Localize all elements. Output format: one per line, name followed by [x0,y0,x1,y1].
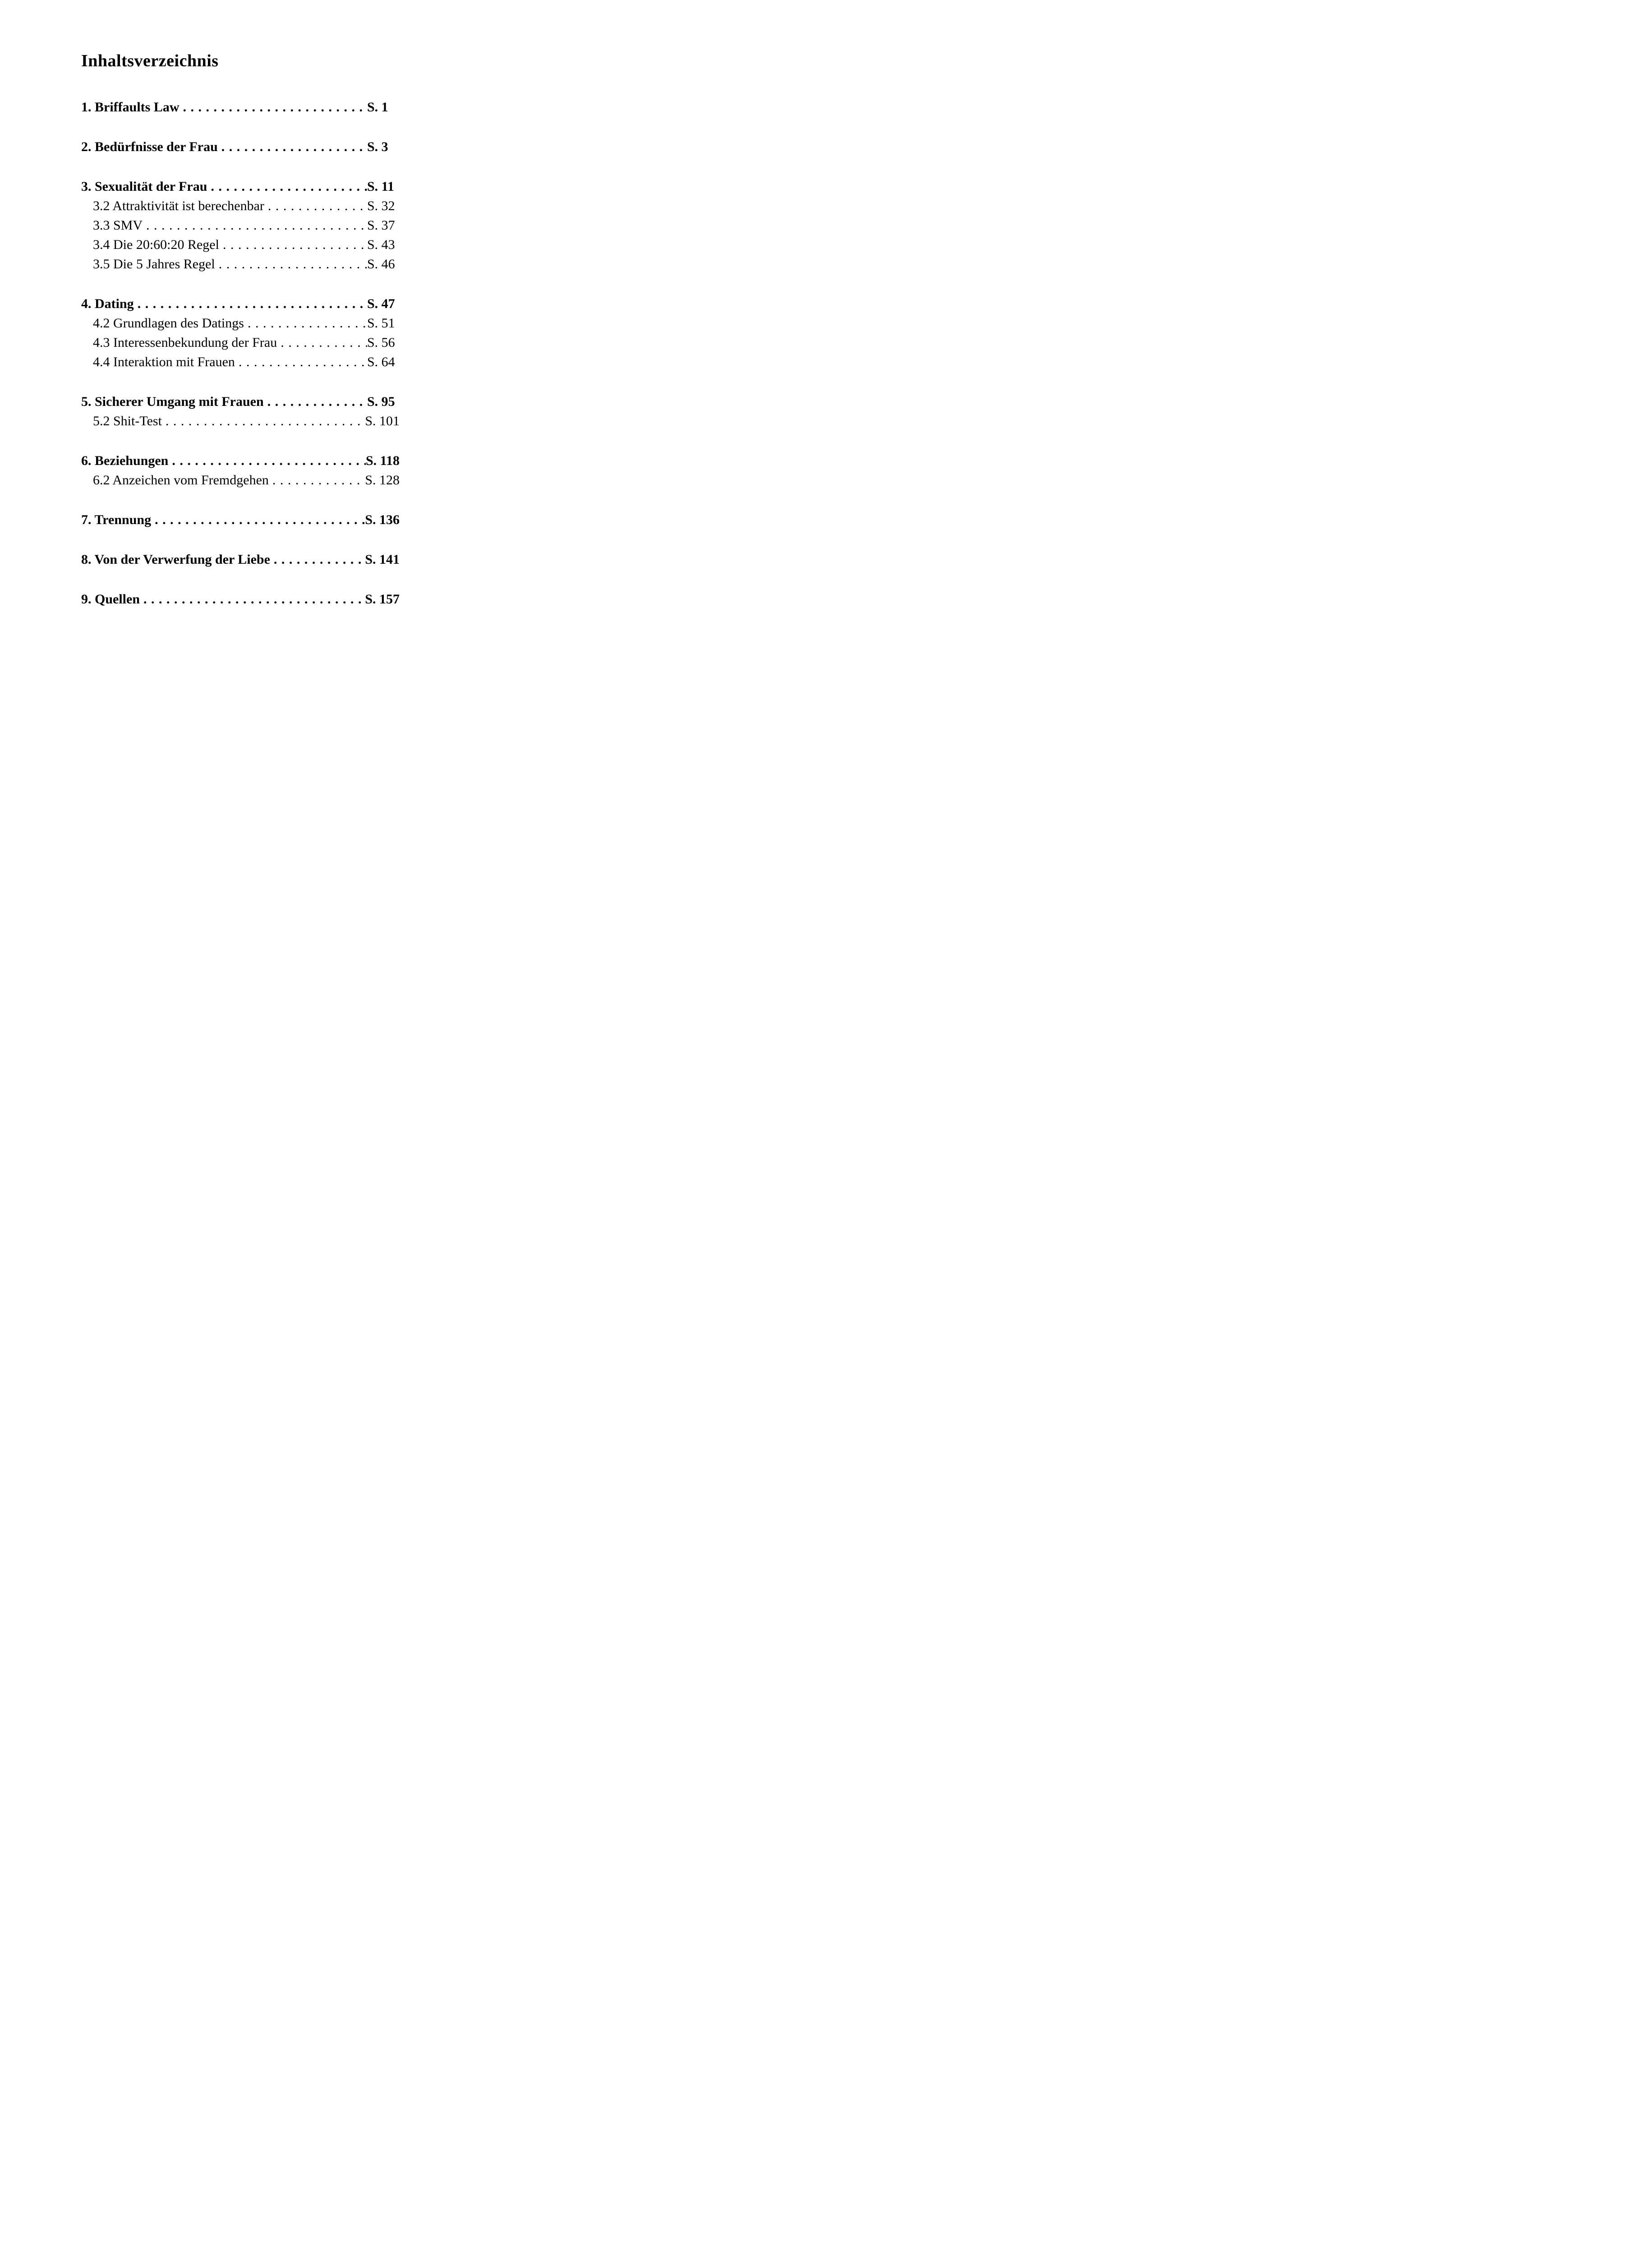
toc-entry-page: S. 118 [365,453,400,468]
dot-leader: . . . . . . . . . . . . . . . . . . . . … [218,257,367,272]
toc-entry-label: 8. Von der Verwerfung der Liebe [81,552,270,567]
toc-entry: 3. Sexualität der Frau . . . . . . . . .… [81,177,400,196]
toc-entry-page: S. 43 [367,237,395,252]
dot-leader: . . . . . . . . . . . . . . . . . . . . … [146,218,367,233]
toc-entry: 6. Beziehungen . . . . . . . . . . . . .… [81,451,400,470]
toc-entry-label: 7. Trennung [81,512,152,527]
toc-entry-page: S. 136 [365,512,400,527]
toc-entry-label: 3.4 Die 20:60:20 Regel [93,237,219,252]
toc-entry: 4.2 Grundlagen des Datings . . . . . . .… [81,313,400,333]
dot-leader: . . . . . . . . . . . . . . . . . . . . … [281,335,367,350]
dot-leader: . . . . . . . . . . . . . . . . . . . . … [222,237,367,252]
toc-entry: 4.3 Interessenbekundung der Frau . . . .… [81,333,400,352]
toc-entry-label: 6. Beziehungen [81,453,169,468]
toc-entry: 4.4 Interaktion mit Frauen . . . . . . .… [81,352,400,372]
dot-leader: . . . . . . . . . . . . . . . . . . . . … [221,139,367,154]
toc-entry: 3.3 SMV . . . . . . . . . . . . . . . . … [81,216,400,235]
toc-entry-label: 4.4 Interaktion mit Frauen [93,354,235,369]
toc-entry-page: S. 37 [367,218,395,233]
dot-leader: . . . . . . . . . . . . . . . . . . . . … [273,552,365,567]
dot-leader: . . . . . . . . . . . . . . . . . . . . … [238,354,367,369]
toc-entry-label: 9. Quellen [81,592,140,607]
toc-entry: 5. Sicherer Umgang mit Frauen . . . . . … [81,392,400,411]
dot-leader: . . . . . . . . . . . . . . . . . . . . … [211,179,367,194]
dot-leader: . . . . . . . . . . . . . . . . . . . . … [143,592,365,607]
toc-entry: 8. Von der Verwerfung der Liebe . . . . … [81,550,400,569]
toc-entry-label: 4.3 Interessenbekundung der Frau [93,335,277,350]
page-title: Inhaltsverzeichnis [81,51,219,70]
toc-entry: 6.2 Anzeichen vom Fremdgehen . . . . . .… [81,470,400,490]
toc-entry-page: S. 56 [367,335,395,350]
toc-entry-page: S. 157 [365,592,400,607]
toc-entry: 4. Dating . . . . . . . . . . . . . . . … [81,294,400,313]
toc-entry-page: S. 1 [367,100,388,115]
document-page: Inhaltsverzeichnis 1. Briffaults Law . .… [0,0,496,704]
toc-entry-page: S. 95 [367,394,395,409]
dot-leader: . . . . . . . . . . . . . . . . . . . . … [165,414,365,428]
toc-entry-page: S. 11 [367,179,395,194]
toc-entry: 3.5 Die 5 Jahres Regel . . . . . . . . .… [81,254,400,274]
toc-entry-label: 3.3 SMV [93,218,143,233]
toc-entry-page: S. 46 [367,257,395,272]
toc-entry-label: 3.2 Attraktivität ist berechenbar [93,198,264,213]
toc-entry-page: S. 32 [367,198,395,213]
toc-entry-label: 5. Sicherer Umgang mit Frauen [81,394,264,409]
toc-entry: 5.2 Shit-Test . . . . . . . . . . . . . … [81,411,400,431]
toc-entry: 2. Bedürfnisse der Frau . . . . . . . . … [81,137,400,156]
toc-entry-label: 4.2 Grundlagen des Datings [93,316,244,331]
toc-entry: 9. Quellen . . . . . . . . . . . . . . .… [81,589,400,609]
toc-entry: 7. Trennung . . . . . . . . . . . . . . … [81,510,400,529]
toc-entry-label: 4. Dating [81,296,134,311]
dot-leader: . . . . . . . . . . . . . . . . . . . . … [267,394,367,409]
dot-leader: . . . . . . . . . . . . . . . . . . . . … [267,198,367,213]
dot-leader: . . . . . . . . . . . . . . . . . . . . … [172,453,366,468]
toc-entry-page: S. 47 [367,296,395,311]
toc-entry: 3.4 Die 20:60:20 Regel . . . . . . . . .… [81,235,400,254]
dot-leader: . . . . . . . . . . . . . . . . . . . . … [155,512,365,527]
dot-leader: . . . . . . . . . . . . . . . . . . . . … [183,100,368,115]
toc-entry-label: 5.2 Shit-Test [93,414,162,428]
toc-entry-page: S. 64 [367,354,395,369]
toc-entry-page: S. 128 [365,473,400,488]
toc-entry-label: 3. Sexualität der Frau [81,179,207,194]
dot-leader: . . . . . . . . . . . . . . . . . . . . … [247,316,367,331]
toc-entry-label: 6.2 Anzeichen vom Fremdgehen [93,473,269,488]
toc-entry-page: S. 141 [365,552,400,567]
toc-entry-page: S. 101 [365,414,400,428]
toc-entry-label: 1. Briffaults Law [81,100,179,115]
toc-entry-page: S. 3 [367,139,388,154]
toc-entry: 1. Briffaults Law . . . . . . . . . . . … [81,97,400,117]
toc-entry-label: 2. Bedürfnisse der Frau [81,139,218,154]
toc-entry: 3.2 Attraktivität ist berechenbar . . . … [81,196,400,216]
toc-entry-label: 3.5 Die 5 Jahres Regel [93,257,215,272]
dot-leader: . . . . . . . . . . . . . . . . . . . . … [137,296,367,311]
dot-leader: . . . . . . . . . . . . . . . . . . . . … [272,473,365,488]
toc-entry-page: S. 51 [367,316,395,331]
table-of-contents: 1. Briffaults Law . . . . . . . . . . . … [81,97,400,609]
